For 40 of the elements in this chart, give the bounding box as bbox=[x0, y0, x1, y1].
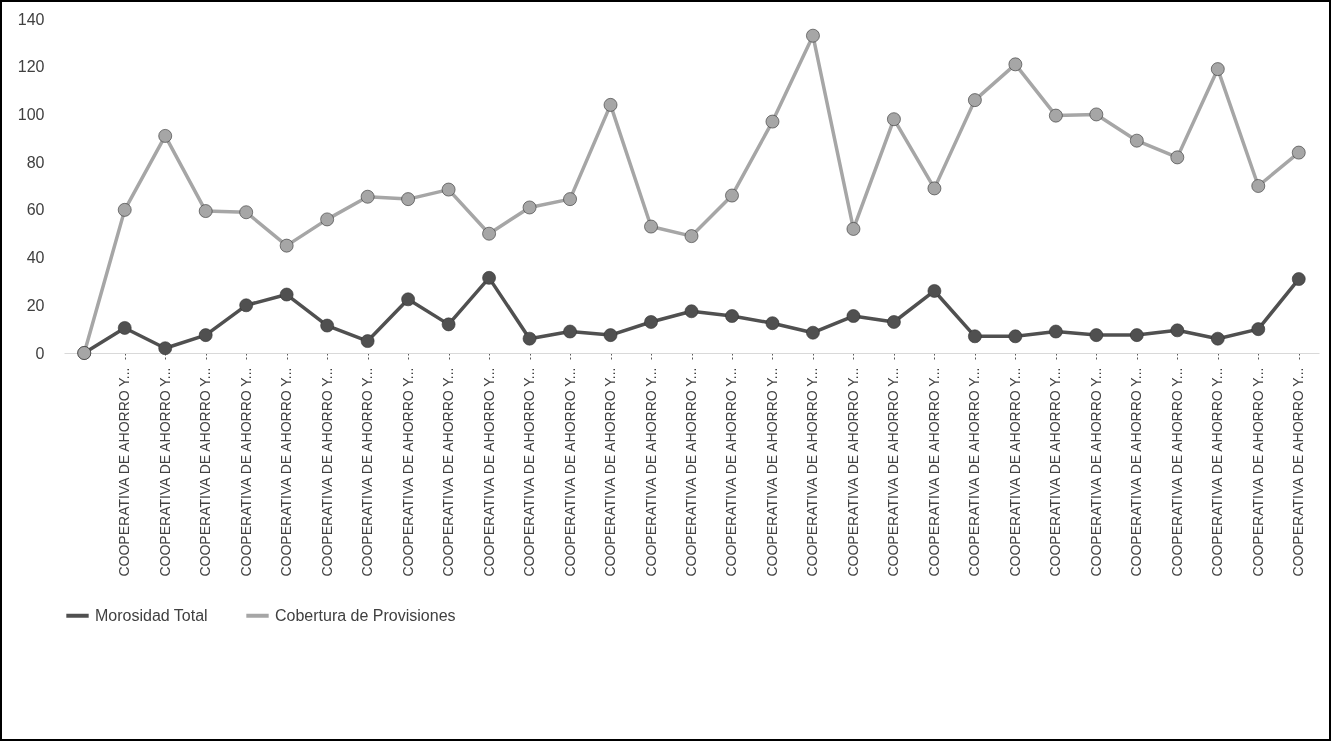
x-tick-label: COOPERATIVA DE AHORRO Y... bbox=[763, 367, 780, 577]
x-tick-label: COOPERATIVA DE AHORRO Y... bbox=[602, 367, 619, 577]
y-tick-label: 60 bbox=[26, 201, 45, 219]
y-tick-label: 0 bbox=[35, 344, 45, 362]
x-tick-label: COOPERATIVA DE AHORRO Y... bbox=[723, 367, 740, 577]
y-tick-label: 100 bbox=[17, 105, 45, 123]
x-tick-label: COOPERATIVA DE AHORRO Y... bbox=[1209, 367, 1226, 577]
x-tick-label: COOPERATIVA DE AHORRO Y... bbox=[440, 367, 457, 577]
x-tick-label: COOPERATIVA DE AHORRO Y... bbox=[1128, 367, 1145, 577]
x-tick-label: COOPERATIVA DE AHORRO Y... bbox=[642, 367, 659, 577]
y-tick-label: 120 bbox=[17, 58, 45, 76]
x-tick-label: COOPERATIVA DE AHORRO Y... bbox=[156, 367, 173, 577]
x-tick-label: COOPERATIVA DE AHORRO Y... bbox=[1249, 367, 1266, 577]
x-tick-label: COOPERATIVA DE AHORRO Y... bbox=[683, 367, 699, 577]
y-tick-label: 80 bbox=[26, 153, 45, 171]
x-tick-label: COOPERATIVA DE AHORRO Y... bbox=[1168, 367, 1185, 577]
x-tick-label: COOPERATIVA DE AHORRO Y... bbox=[278, 367, 295, 577]
x-tick-label: COOPERATIVA DE AHORRO Y... bbox=[1006, 367, 1023, 577]
x-tick-label: COOPERATIVA DE AHORRO Y... bbox=[116, 367, 133, 577]
x-tick-label: COOPERATIVA DE AHORRO Y... bbox=[1047, 367, 1064, 577]
x-tick-label: COOPERATIVA DE AHORRO Y... bbox=[318, 367, 335, 577]
x-tick-label: COOPERATIVA DE AHORRO Y... bbox=[399, 367, 416, 577]
y-tick-label: 140 bbox=[17, 10, 45, 28]
x-tick-label: COOPERATIVA DE AHORRO Y... bbox=[885, 367, 902, 577]
x-tick-label: COOPERATIVA DE AHORRO Y... bbox=[1290, 367, 1307, 577]
legend-label: Morosidad Total bbox=[95, 606, 208, 624]
x-tick-label: COOPERATIVA DE AHORRO Y... bbox=[480, 367, 497, 577]
x-tick-label: COOPERATIVA DE AHORRO Y... bbox=[925, 367, 942, 577]
x-tick-label: COOPERATIVA DE AHORRO Y... bbox=[804, 367, 821, 577]
x-tick-label: COOPERATIVA DE AHORRO Y... bbox=[1087, 367, 1104, 577]
x-tick-label: COOPERATIVA DE AHORRO Y... bbox=[521, 367, 538, 577]
y-tick-label: 40 bbox=[26, 249, 45, 267]
x-tick-label: COOPERATIVA DE AHORRO Y... bbox=[966, 367, 983, 577]
y-tick-label: 20 bbox=[26, 296, 45, 314]
x-tick-label: COOPERATIVA DE AHORRO Y... bbox=[197, 367, 214, 577]
x-tick-label: COOPERATIVA DE AHORRO Y... bbox=[237, 367, 254, 577]
x-tick-label: COOPERATIVA DE AHORRO Y... bbox=[359, 367, 376, 577]
x-tick-label: COOPERATIVA DE AHORRO Y... bbox=[561, 367, 578, 577]
x-tick-label: COOPERATIVA DE AHORRO Y... bbox=[844, 367, 861, 577]
legend-label: Cobertura de Provisiones bbox=[275, 606, 456, 624]
